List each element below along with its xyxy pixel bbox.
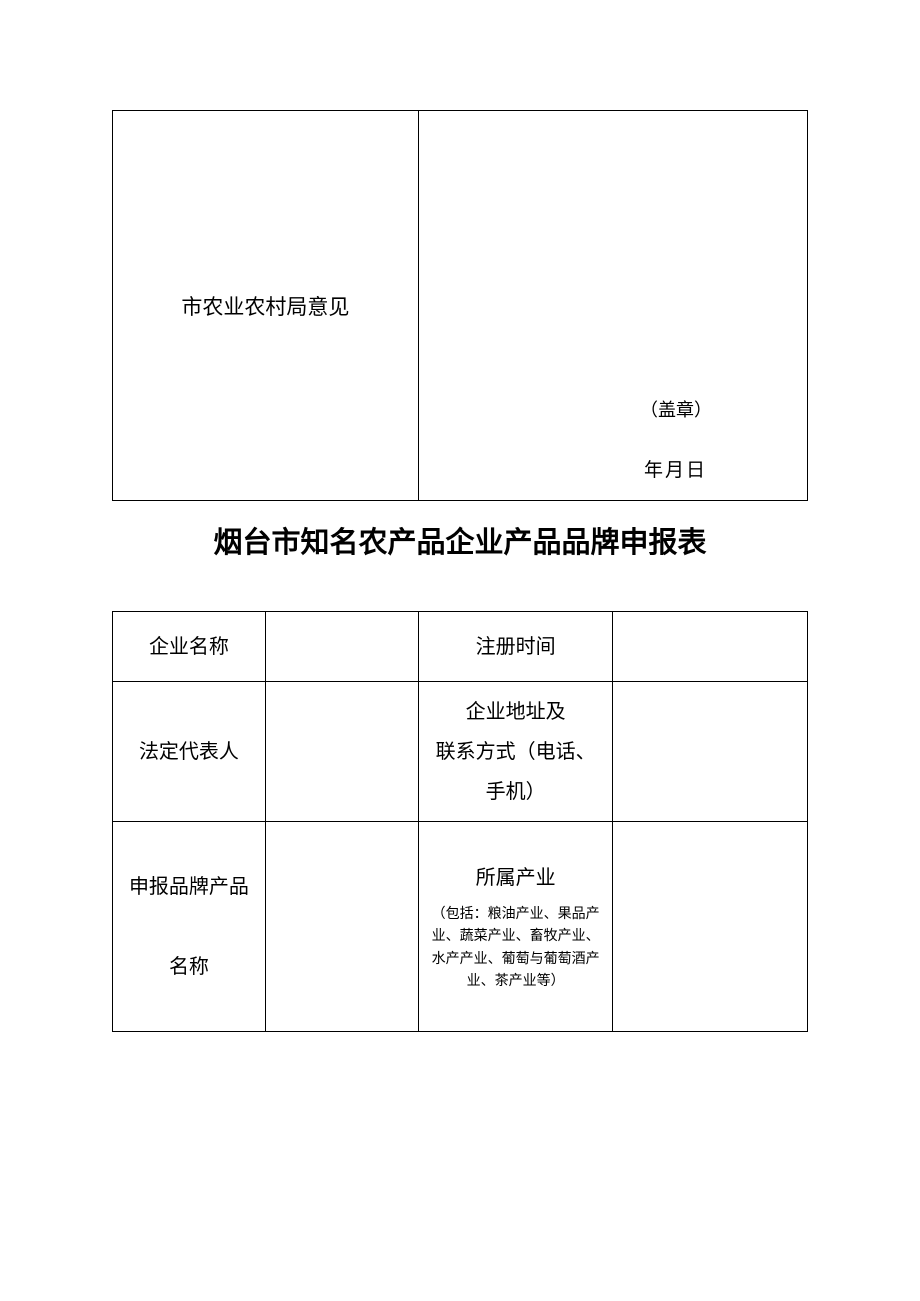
page-title: 烟台市知名农产品企业产品品牌申报表 [112, 519, 808, 561]
industry-main: 所属产业 [425, 860, 607, 896]
industry-value [613, 822, 808, 1032]
address-line2: 联系方式（电话、 [436, 741, 596, 763]
legal-rep-value [265, 682, 418, 822]
address-line3: 手机） [486, 781, 546, 803]
opinion-label-cell: 市农业农村局意见 [113, 111, 419, 501]
address-contact-label: 企业地址及 联系方式（电话、 手机） [418, 682, 613, 822]
brand-name-label: 申报品牌产品 名称 [113, 822, 266, 1032]
opinion-label: 市农业农村局意见 [181, 295, 349, 319]
table-row: 法定代表人 企业地址及 联系方式（电话、 手机） [113, 682, 808, 822]
legal-rep-label: 法定代表人 [113, 682, 266, 822]
company-name-label: 企业名称 [113, 612, 266, 682]
brand-name-line1: 申报品牌产品 [129, 876, 249, 898]
register-time-value [613, 612, 808, 682]
industry-label: 所属产业 （包括：粮油产业、果品产业、蔬菜产业、畜牧产业、水产产业、葡萄与葡萄酒… [418, 822, 613, 1032]
application-table: 企业名称 注册时间 法定代表人 企业地址及 联系方式（电话、 手机） 申报品牌产… [112, 611, 808, 1032]
address-line1: 企业地址及 [466, 701, 566, 723]
seal-text: （盖章） [640, 396, 712, 422]
address-contact-value [613, 682, 808, 822]
company-name-value [265, 612, 418, 682]
opinion-table: 市农业农村局意见 （盖章） 年月日 [112, 110, 808, 501]
brand-name-line2: 名称 [169, 956, 209, 978]
industry-sub: （包括：粮油产业、果品产业、蔬菜产业、畜牧产业、水产产业、葡萄与葡萄酒产业、茶产… [425, 904, 607, 994]
date-text: 年月日 [644, 455, 707, 482]
table-row: 申报品牌产品 名称 所属产业 （包括：粮油产业、果品产业、蔬菜产业、畜牧产业、水… [113, 822, 808, 1032]
brand-name-value [265, 822, 418, 1032]
table-row: 企业名称 注册时间 [113, 612, 808, 682]
opinion-content-cell: （盖章） 年月日 [418, 111, 807, 501]
register-time-label: 注册时间 [418, 612, 613, 682]
